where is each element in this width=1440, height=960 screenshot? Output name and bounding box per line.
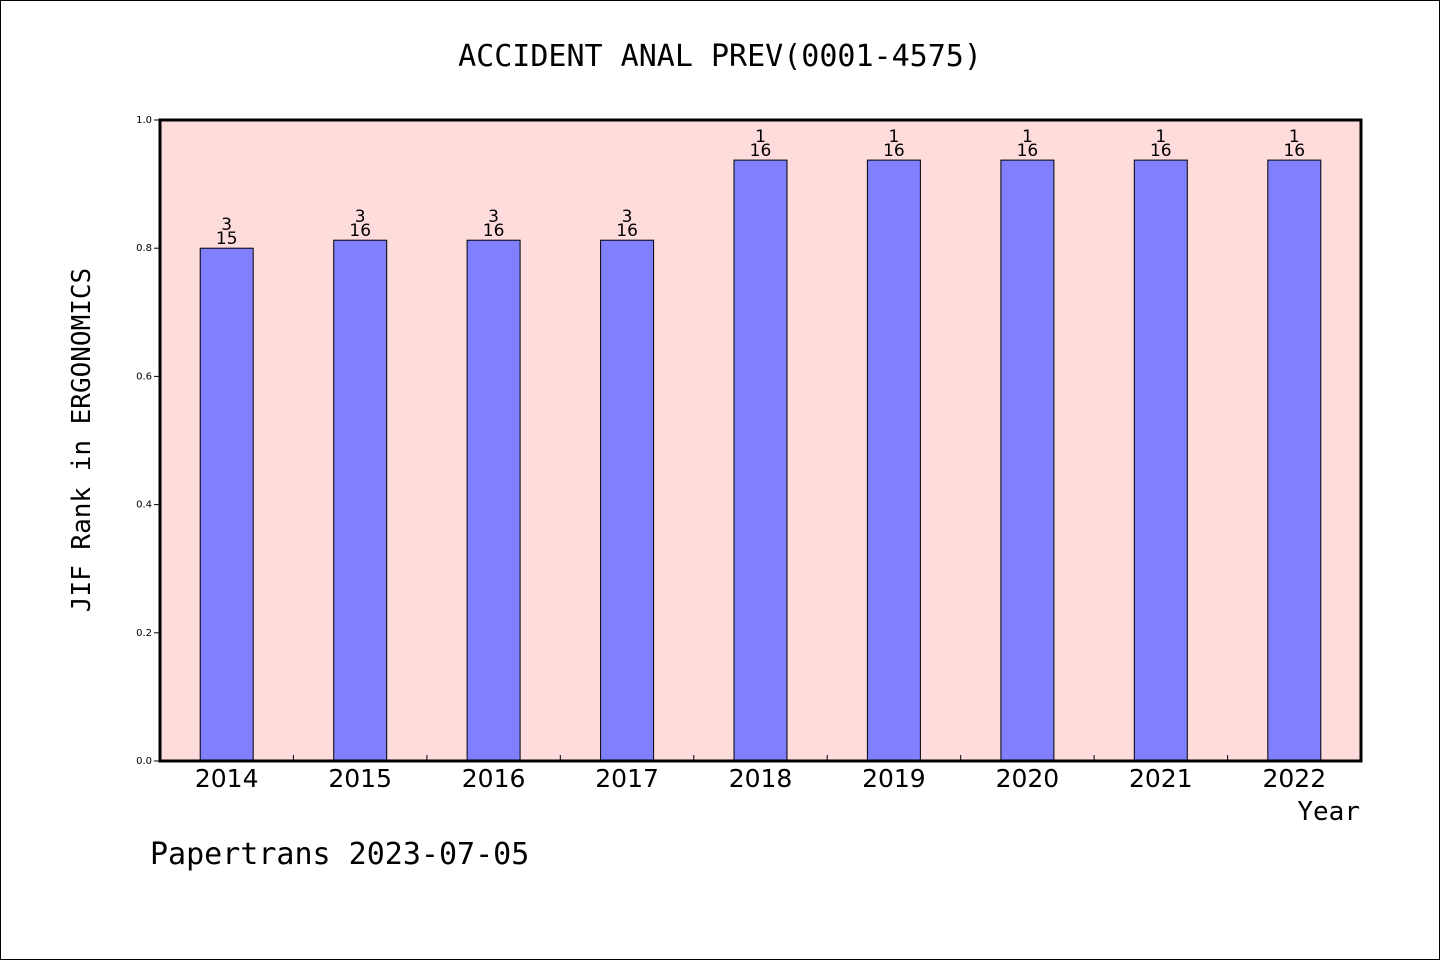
bar-rank-label: 1 bbox=[888, 127, 899, 147]
bar-rank-label: 3 bbox=[221, 215, 232, 235]
x-tick-label: 2022 bbox=[1262, 764, 1326, 793]
y-tick-label: 0.0 bbox=[136, 756, 152, 767]
bar-rank-label: 3 bbox=[622, 207, 633, 227]
bar-total-label: 16 bbox=[349, 221, 371, 241]
bar-rank-label: 1 bbox=[755, 127, 766, 147]
bar-2018 bbox=[733, 159, 788, 762]
bar-total-label: 16 bbox=[483, 221, 505, 241]
x-tick-label: 2016 bbox=[462, 764, 526, 793]
x-ticks-layer: 2014 2015 2016 2017 2018 2019 2020 2021 2022 bbox=[195, 755, 1326, 793]
x-tick-label: 2019 bbox=[862, 764, 926, 793]
bar-2017 bbox=[600, 239, 655, 762]
x-tick-label: 2018 bbox=[729, 764, 793, 793]
x-tick-label: 2014 bbox=[195, 764, 259, 793]
plot-border bbox=[158, 118, 1363, 763]
bar-2022 bbox=[1267, 159, 1322, 762]
x-tick-label: 2020 bbox=[996, 764, 1060, 793]
bar-total-label: 16 bbox=[750, 141, 772, 161]
bar-total-label: 16 bbox=[1017, 141, 1039, 161]
bar-2019 bbox=[866, 159, 921, 762]
y-axis-label: JIF Rank in ERGONOMICS bbox=[67, 268, 97, 612]
bar-rank-label: 1 bbox=[1289, 127, 1300, 147]
y-tick-label: 0.8 bbox=[136, 243, 152, 254]
bar-rank-label: 3 bbox=[355, 207, 366, 227]
x-axis-label: Year bbox=[1297, 797, 1360, 827]
footer-watermark: Papertrans 2023-07-05 bbox=[150, 837, 529, 872]
bars-layer bbox=[199, 159, 1322, 762]
x-tick-label: 2017 bbox=[595, 764, 659, 793]
bar-total-label: 15 bbox=[216, 229, 238, 249]
bar-total-label: 16 bbox=[616, 221, 638, 241]
y-tick-label: 1.0 bbox=[136, 115, 152, 126]
bar-2016 bbox=[466, 239, 521, 762]
bar-rank-label: 1 bbox=[1022, 127, 1033, 147]
bar-total-label: 16 bbox=[883, 141, 905, 161]
bar-total-label: 16 bbox=[1150, 141, 1172, 161]
y-tick-label: 0.6 bbox=[136, 371, 152, 382]
bar-total-label: 16 bbox=[1283, 141, 1305, 161]
bar-rank-label: 3 bbox=[488, 207, 499, 227]
bar-2021 bbox=[1133, 159, 1188, 762]
y-tick-label: 0.2 bbox=[136, 628, 152, 639]
bar-rank-label: 1 bbox=[1155, 127, 1166, 147]
chart-title: ACCIDENT ANAL PREV(0001-4575) bbox=[458, 39, 982, 74]
y-ticks-layer: 0.0 0.2 0.4 0.6 0.8 1.0 bbox=[136, 115, 160, 767]
x-tick-label: 2015 bbox=[328, 764, 392, 793]
y-tick-label: 0.4 bbox=[136, 500, 152, 511]
bar-2020 bbox=[1000, 159, 1055, 762]
bar-2014 bbox=[199, 247, 254, 762]
x-tick-label: 2021 bbox=[1129, 764, 1193, 793]
bar-2015 bbox=[333, 239, 388, 762]
